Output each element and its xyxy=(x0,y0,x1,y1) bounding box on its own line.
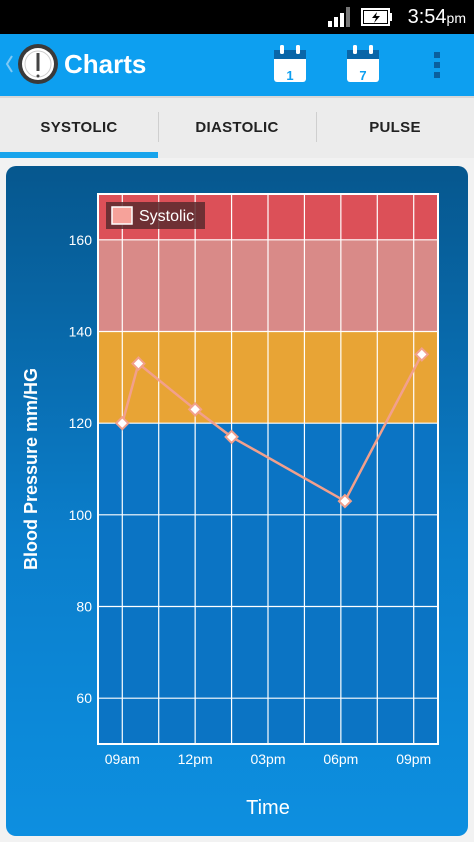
x-tick-label: 06pm xyxy=(323,751,358,767)
status-time: 3:54pm xyxy=(407,6,466,28)
data-point xyxy=(414,347,430,362)
y-tick-label: 100 xyxy=(69,507,93,523)
app-logo-icon[interactable] xyxy=(16,42,60,86)
y-tick-label: 140 xyxy=(69,324,93,340)
x-tick-labels: 09am 12pm 03pm 06pm 09pm xyxy=(105,751,431,767)
y-tick-label: 80 xyxy=(76,599,92,615)
tab-systolic[interactable]: SYSTOLIC xyxy=(40,118,118,136)
tab-divider xyxy=(158,112,159,142)
x-tick-label: 09pm xyxy=(396,751,431,767)
status-bar: 3:54pm xyxy=(0,0,474,34)
calendar-week-icon xyxy=(347,45,379,82)
week-button-label: 7 xyxy=(359,68,367,83)
tab-diastolic[interactable]: DIASTOLIC xyxy=(195,118,279,136)
x-axis-label: Time xyxy=(246,797,290,819)
tab-bar: SYSTOLIC DIASTOLIC PULSE xyxy=(0,96,474,158)
up-caret-icon[interactable] xyxy=(4,52,14,76)
data-point xyxy=(337,493,353,509)
data-point xyxy=(224,429,239,445)
selected-tab-indicator xyxy=(0,152,158,158)
chart-panel: 60 80 100 120 140 160 09am 12pm 03pm 06pm 09pm Sy… xyxy=(6,166,468,836)
y-tick-labels: 60 80 100 120 140 160 xyxy=(69,232,93,706)
data-point xyxy=(114,415,130,431)
y-axis-label: Blood Pressure mm/HG xyxy=(21,368,41,570)
tab-divider xyxy=(316,112,317,142)
y-tick-label: 60 xyxy=(76,690,92,706)
plot-border xyxy=(97,193,439,745)
chart-series xyxy=(114,347,430,509)
x-tick-label: 03pm xyxy=(250,751,285,767)
x-tick-label: 12pm xyxy=(178,751,213,767)
battery-charging-icon xyxy=(361,8,392,26)
chart-grid xyxy=(97,193,439,745)
action-bar: Charts 1 7 xyxy=(0,34,474,96)
day-button-label: 1 xyxy=(286,68,294,83)
legend-label: Systolic xyxy=(139,208,194,225)
page-title: Charts xyxy=(64,49,147,79)
series-line xyxy=(121,353,423,503)
y-tick-label: 160 xyxy=(69,232,93,248)
y-tick-label: 120 xyxy=(69,415,93,431)
day-view-button[interactable]: 1 xyxy=(272,44,308,84)
blood-pressure-chart[interactable]: 60 80 100 120 140 160 09am 12pm 03pm 06pm 09pm Sy… xyxy=(6,166,468,836)
data-point xyxy=(131,356,146,371)
calendar-day-icon xyxy=(274,45,306,82)
x-tick-label: 09am xyxy=(105,751,140,767)
tab-pulse[interactable]: PULSE xyxy=(369,118,421,136)
data-point xyxy=(187,402,203,417)
overflow-menu-icon[interactable] xyxy=(430,50,444,80)
week-view-button[interactable]: 7 xyxy=(345,44,381,84)
signal-icon xyxy=(328,7,350,27)
chart-legend: Systolic xyxy=(106,202,205,229)
